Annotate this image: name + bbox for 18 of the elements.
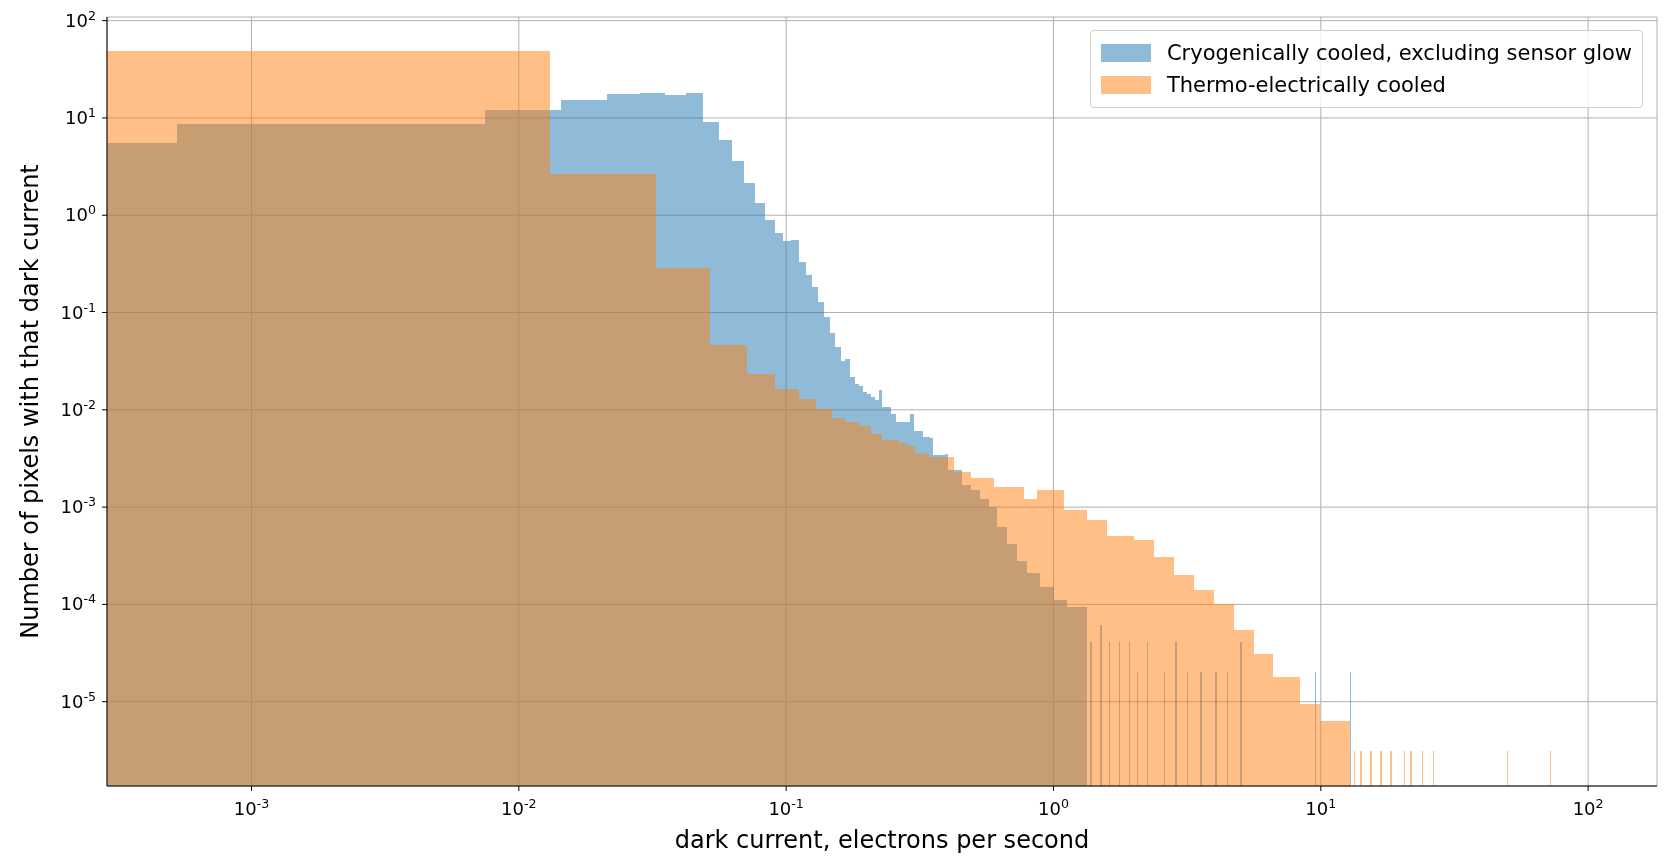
x-tick-label: 10$^{2}$: [1572, 795, 1604, 819]
y-tick-label: 10$^{-5}$: [60, 688, 96, 712]
y-tick-label: 10$^{1}$: [65, 104, 96, 128]
y-tick-label: 10$^{-2}$: [60, 396, 96, 420]
x-tick-label: 10$^{1}$: [1305, 795, 1337, 819]
x-tick-label: 10$^{0}$: [1038, 795, 1069, 819]
x-tick-label: 10$^{-2}$: [501, 795, 537, 819]
legend-label: Cryogenically cooled, excluding sensor glow: [1166, 41, 1632, 65]
y-tick-label: 10$^{0}$: [65, 201, 96, 226]
y-tick-label: 10$^{-4}$: [60, 590, 96, 615]
x-tick-label: 10$^{-3}$: [233, 795, 270, 819]
x-tick-label: 10$^{-1}$: [768, 795, 804, 819]
y-axis-title: Number of pixels with that dark current: [16, 164, 44, 639]
y-tick-label: 10$^{-1}$: [60, 299, 96, 323]
y-tick-label: 10$^{2}$: [65, 7, 96, 31]
legend-label: Thermo-electrically cooled: [1166, 73, 1446, 97]
x-axis-title: dark current, electrons per second: [674, 826, 1090, 854]
y-tick-label: 10$^{-3}$: [60, 493, 96, 518]
